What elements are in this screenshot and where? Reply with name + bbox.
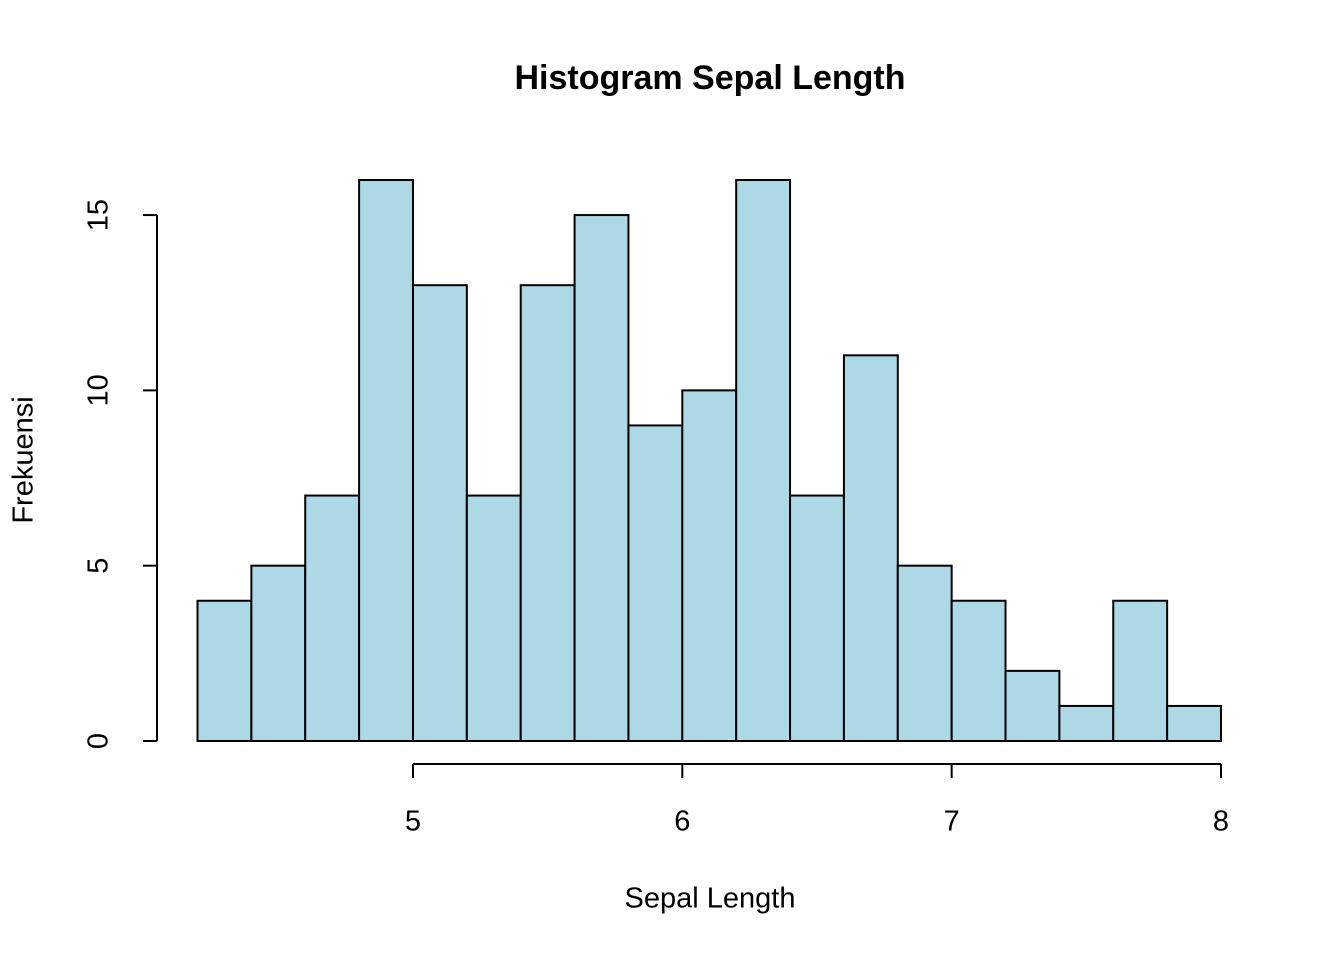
x-tick-label: 6	[674, 806, 690, 838]
x-tick-label: 5	[405, 806, 421, 838]
x-axis-label: Sepal Length	[625, 883, 796, 915]
bar	[519, 284, 576, 742]
bar	[627, 424, 684, 742]
bar	[842, 354, 899, 742]
bar	[681, 389, 738, 742]
bar	[896, 564, 953, 742]
y-tick-label: 10	[83, 374, 115, 406]
chart-title: Histogram Sepal Length	[514, 59, 905, 97]
y-tick-label: 15	[83, 199, 115, 231]
y-axis-label: Frekuensi	[8, 396, 40, 523]
bar	[411, 284, 468, 742]
bar	[196, 599, 253, 742]
bar	[573, 214, 630, 742]
bar	[465, 494, 522, 742]
bar	[250, 564, 307, 742]
y-tick-label: 5	[83, 558, 115, 574]
bar	[304, 494, 361, 742]
bar	[1112, 599, 1169, 742]
bar	[358, 179, 414, 742]
bar	[1004, 669, 1061, 742]
y-tick-label: 0	[83, 733, 115, 749]
bar	[1058, 704, 1115, 742]
bar	[735, 179, 792, 742]
x-tick-label: 7	[944, 806, 960, 838]
bar	[950, 599, 1007, 742]
bar	[1166, 704, 1223, 742]
bar	[789, 494, 845, 742]
x-tick-label: 8	[1213, 806, 1229, 838]
